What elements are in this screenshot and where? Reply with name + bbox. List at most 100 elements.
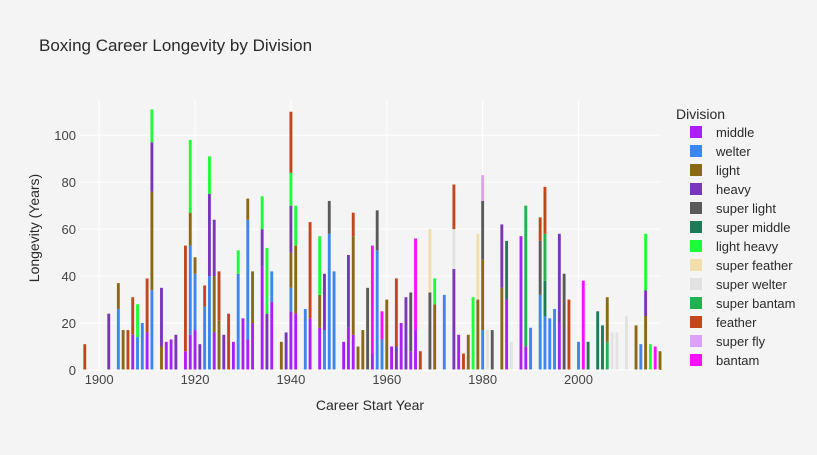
- bar-segment-middle[interactable]: [524, 346, 528, 370]
- bar-stack[interactable]: [265, 247, 269, 370]
- bar-stack[interactable]: [164, 341, 168, 370]
- bar-stack[interactable]: [394, 278, 398, 370]
- bar-segment-feather[interactable]: [145, 278, 149, 333]
- bar-segment-super-light[interactable]: [327, 200, 331, 234]
- bar-segment-middle[interactable]: [246, 339, 250, 370]
- bar-stack[interactable]: [169, 339, 173, 370]
- bar-stack[interactable]: [553, 308, 556, 370]
- bar-segment-light[interactable]: [385, 299, 389, 370]
- bar-stack[interactable]: [303, 308, 307, 370]
- bar-segment-welter[interactable]: [577, 341, 580, 370]
- bar-segment-light[interactable]: [217, 320, 221, 370]
- bar-segment-super-welter[interactable]: [486, 330, 489, 370]
- bar-segment-middle[interactable]: [318, 327, 322, 370]
- bar-segment-feather[interactable]: [83, 344, 87, 370]
- bar-segment-heavy[interactable]: [160, 287, 163, 347]
- bar-segment-light[interactable]: [279, 341, 283, 370]
- bar-segment-middle[interactable]: [390, 346, 394, 370]
- legend-item-heavy[interactable]: heavy: [690, 182, 751, 197]
- legend-item-super-welter[interactable]: super welter: [690, 277, 787, 292]
- bar-segment-light[interactable]: [212, 276, 216, 333]
- bar-stack[interactable]: [486, 330, 489, 370]
- bar-stack[interactable]: [548, 318, 552, 370]
- legend[interactable]: Division middle welter light heavy super lig…: [676, 106, 796, 368]
- bar-segment-welter[interactable]: [116, 308, 120, 370]
- bar-segment-light[interactable]: [361, 330, 365, 370]
- bar-segment-bantam[interactable]: [581, 280, 585, 370]
- legend-item-bantam[interactable]: bantam: [690, 353, 759, 368]
- bar-segment-middle[interactable]: [251, 323, 254, 370]
- bar-segment-feather[interactable]: [217, 271, 221, 321]
- bar-stack[interactable]: [308, 222, 312, 370]
- bar-segment-middle[interactable]: [169, 339, 173, 370]
- bar-stack[interactable]: [203, 285, 207, 370]
- bar-stack[interactable]: [227, 313, 231, 370]
- bar-stack[interactable]: [251, 271, 254, 370]
- bar-stack[interactable]: [457, 334, 461, 370]
- bar-segment-heavy[interactable]: [212, 219, 216, 277]
- bar-segment-super-feather[interactable]: [428, 229, 432, 293]
- bar-segment-middle[interactable]: [164, 341, 168, 370]
- bar-stack[interactable]: [634, 325, 638, 370]
- bar-segment-super-middle[interactable]: [586, 341, 590, 370]
- bar-segment-light[interactable]: [500, 287, 504, 370]
- legend-item-super-feather[interactable]: super feather: [690, 258, 793, 273]
- legend-item-middle[interactable]: middle: [690, 125, 754, 140]
- bar-stack[interactable]: [462, 353, 465, 370]
- bar-stack[interactable]: [366, 287, 370, 370]
- bar-stack[interactable]: [471, 297, 475, 370]
- bar-stack[interactable]: [207, 156, 211, 370]
- bar-segment-welter[interactable]: [327, 233, 331, 370]
- bar-segment-middle[interactable]: [289, 311, 293, 370]
- bar-stack[interactable]: [476, 233, 480, 370]
- bar-segment-bantam[interactable]: [370, 245, 374, 354]
- bar-segment-middle[interactable]: [131, 334, 135, 370]
- bar-segment-middle[interactable]: [370, 353, 374, 370]
- bar-stack[interactable]: [442, 294, 446, 370]
- bar-stack[interactable]: [648, 344, 652, 370]
- bar-stack[interactable]: [385, 299, 389, 370]
- bar-segment-middle[interactable]: [260, 266, 264, 370]
- bar-stack[interactable]: [605, 297, 609, 370]
- bar-stack[interactable]: [418, 351, 422, 370]
- bar-segment-heavy[interactable]: [323, 273, 326, 331]
- bar-stack[interactable]: [289, 111, 293, 370]
- bar-stack[interactable]: [610, 332, 614, 370]
- bar-stack[interactable]: [543, 186, 547, 370]
- bar-segment-super-light[interactable]: [490, 330, 494, 370]
- bar-stack[interactable]: [126, 330, 130, 370]
- bar-segment-welter[interactable]: [303, 308, 307, 370]
- bar-stack[interactable]: [246, 198, 250, 370]
- legend-items[interactable]: middle welter light heavy super light super m…: [690, 125, 796, 368]
- bar-stack[interactable]: [639, 344, 643, 370]
- bar-segment-feather[interactable]: [227, 313, 231, 370]
- bar-stack[interactable]: [150, 109, 154, 370]
- bar-stack[interactable]: [529, 327, 533, 370]
- bar-segment-super-middle[interactable]: [596, 311, 600, 370]
- bar-segment-super-fly[interactable]: [481, 175, 485, 201]
- bar-segment-light-heavy[interactable]: [644, 233, 648, 291]
- bar-segment-light[interactable]: [246, 198, 250, 220]
- bar-stack[interactable]: [433, 278, 437, 370]
- legend-item-light-heavy[interactable]: light heavy: [690, 239, 779, 254]
- bar-segment-heavy[interactable]: [452, 269, 456, 370]
- bar-stack[interactable]: [136, 304, 139, 370]
- bar-segment-welter[interactable]: [289, 287, 293, 312]
- bar-stack[interactable]: [318, 236, 322, 370]
- bar-segment-light-heavy[interactable]: [318, 236, 322, 295]
- bar-segment-bantam[interactable]: [380, 311, 384, 340]
- bar-segment-feather[interactable]: [394, 278, 398, 347]
- bar-segment-light-heavy[interactable]: [289, 172, 293, 206]
- bar-segment-super-middle[interactable]: [543, 280, 547, 316]
- bar-stack[interactable]: [121, 330, 125, 370]
- bar-segment-middle[interactable]: [184, 351, 187, 370]
- bar-segment-welter[interactable]: [188, 245, 192, 335]
- legend-item-super-light[interactable]: super light: [690, 201, 776, 216]
- bar-segment-welter[interactable]: [270, 271, 274, 302]
- bar-segment-middle[interactable]: [294, 313, 298, 370]
- bar-segment-heavy[interactable]: [150, 142, 154, 192]
- bar-segment-heavy[interactable]: [174, 334, 178, 370]
- bar-segment-light-heavy[interactable]: [294, 205, 298, 246]
- bar-stack[interactable]: [284, 332, 288, 370]
- bar-segment-heavy[interactable]: [198, 344, 202, 370]
